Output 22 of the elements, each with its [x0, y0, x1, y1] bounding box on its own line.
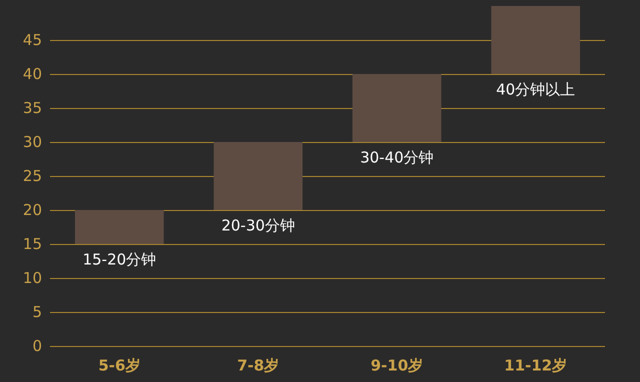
annotation: 30-40分钟: [360, 148, 434, 166]
x-tick-label: 7-8岁: [237, 356, 280, 374]
y-tick-label: 25: [22, 167, 42, 185]
y-tick-label: 5: [32, 303, 42, 321]
y-tick-label: 0: [32, 337, 42, 355]
bar: [74, 210, 164, 244]
annotation: 20-30分钟: [221, 216, 295, 234]
x-tick-label: 5-6岁: [98, 356, 140, 374]
bar: [491, 6, 580, 74]
y-tick-label: 35: [22, 99, 42, 117]
x-tick-label: 9-10岁: [370, 356, 424, 374]
y-tick-label: 45: [22, 31, 42, 49]
y-tick-label: 40: [22, 65, 42, 83]
y-tick-label: 20: [22, 201, 42, 219]
y-tick-label: 15: [22, 235, 42, 253]
annotation: 40分钟以上: [496, 80, 576, 98]
bar: [352, 74, 442, 142]
y-tick-label: 10: [22, 269, 42, 287]
x-tick-label: 11-12岁: [504, 356, 568, 374]
y-tick-label: 30: [22, 133, 42, 151]
annotation: 15-20分钟: [82, 250, 156, 268]
bar: [214, 142, 303, 210]
